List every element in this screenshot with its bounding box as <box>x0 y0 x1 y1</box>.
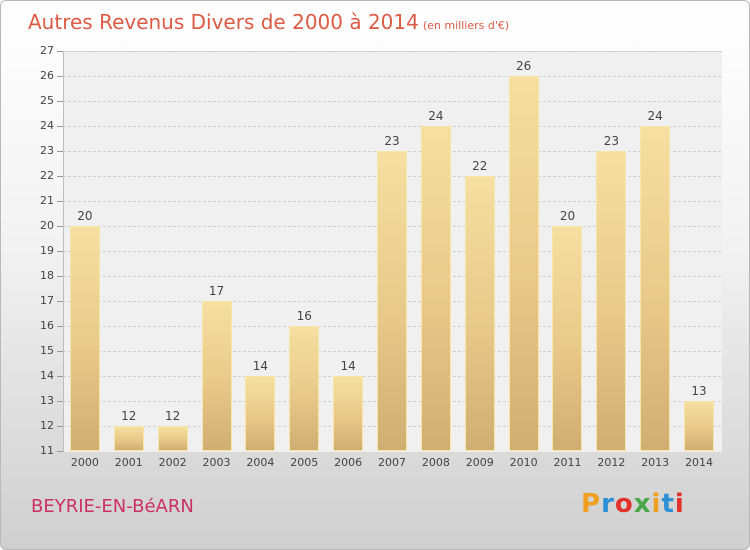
x-tick-label: 2002 <box>158 456 187 469</box>
y-tick-label: 27 <box>40 44 54 57</box>
y-tick-label: 12 <box>40 419 54 432</box>
bar-2009 <box>464 176 495 451</box>
bar-2004 <box>245 376 276 451</box>
bar-2001 <box>113 426 144 451</box>
y-tick-label: 15 <box>40 344 54 357</box>
bar-2007 <box>377 151 407 451</box>
data-label-2002: 12 <box>165 409 181 423</box>
bar-2013 <box>640 126 671 451</box>
x-tick-label: 2000 <box>70 456 99 469</box>
y-tick-mark <box>57 451 63 452</box>
x-tick-label: 2007 <box>378 456 406 469</box>
data-label-2011: 20 <box>559 209 576 223</box>
chart-title: Autres Revenus Divers de 2000 à 2014 (en … <box>28 10 509 34</box>
data-label-2012: 23 <box>603 134 619 148</box>
data-label-2014: 13 <box>691 384 707 398</box>
bar-2006 <box>333 376 364 451</box>
x-tick-label: 2009 <box>465 456 494 469</box>
y-tick-mark <box>57 376 63 377</box>
bar-2011 <box>552 226 583 451</box>
x-tick-label: 2012 <box>597 456 626 469</box>
data-label-2007: 23 <box>384 134 400 148</box>
data-label-2008: 24 <box>428 109 444 123</box>
bar-2008 <box>420 126 451 451</box>
bar-2012 <box>596 151 627 451</box>
y-tick-mark <box>57 326 63 327</box>
data-label-2013: 24 <box>647 109 663 123</box>
y-tick-mark <box>57 101 63 102</box>
data-label-2004: 14 <box>252 359 269 373</box>
x-tick-label: 2004 <box>246 456 275 469</box>
chart-title-text: Autres Revenus Divers de 2000 à 2014 <box>28 10 419 34</box>
y-tick-label: 20 <box>40 219 54 232</box>
bar-2002 <box>157 426 188 451</box>
data-label-2003: 17 <box>208 284 225 298</box>
y-tick-mark <box>57 226 63 227</box>
data-label-2001: 12 <box>121 409 137 423</box>
y-tick-mark <box>57 151 63 152</box>
y-tick-label: 11 <box>40 444 54 457</box>
data-label-2000: 20 <box>77 209 93 223</box>
y-tick-label: 26 <box>40 69 54 82</box>
y-tick-mark <box>57 126 63 127</box>
bar-2005 <box>289 326 320 451</box>
y-tick-label: 19 <box>40 244 54 257</box>
y-tick-label: 23 <box>40 144 54 157</box>
y-tick-mark <box>57 401 63 402</box>
data-label-2006: 14 <box>340 359 356 373</box>
y-tick-mark <box>57 351 63 352</box>
y-tick-mark <box>57 276 63 277</box>
x-tick-label: 2010 <box>509 456 538 469</box>
proxiti-logo: Proxiti <box>581 489 685 519</box>
y-tick-mark <box>57 301 63 302</box>
x-tick-label: 2005 <box>290 456 319 469</box>
data-label-2009: 22 <box>472 159 488 173</box>
data-label-2005: 16 <box>296 309 312 323</box>
x-tick-label: 2014 <box>685 456 714 469</box>
y-tick-mark <box>57 251 63 252</box>
gridline <box>63 51 721 52</box>
y-tick-mark <box>57 176 63 177</box>
y-tick-mark <box>57 51 63 52</box>
y-tick-label: 25 <box>40 94 54 107</box>
gridline <box>63 101 721 102</box>
data-label-2010: 26 <box>515 59 532 73</box>
gridline <box>63 126 721 127</box>
y-tick-label: 13 <box>40 394 54 407</box>
x-tick-label: 2003 <box>202 456 231 469</box>
bar-2003 <box>201 301 232 451</box>
y-tick-label: 24 <box>40 119 54 132</box>
y-tick-label: 22 <box>40 169 54 182</box>
x-tick-label: 2006 <box>334 456 363 469</box>
y-tick-label: 18 <box>40 269 54 282</box>
bar-2014 <box>684 401 715 451</box>
y-tick-mark <box>57 426 63 427</box>
y-tick-label: 21 <box>40 194 54 207</box>
bar-2010 <box>508 76 539 451</box>
y-tick-label: 14 <box>40 369 54 382</box>
x-tick-label: 2001 <box>114 456 143 469</box>
gridline <box>63 76 721 77</box>
y-tick-mark <box>57 201 63 202</box>
x-tick-label: 2008 <box>421 456 450 469</box>
chart-unit: (en milliers d'€) <box>422 19 510 32</box>
x-tick-label: 2013 <box>641 456 670 469</box>
location-label: BEYRIE-EN-BéARN <box>31 496 194 517</box>
y-tick-label: 17 <box>40 294 54 307</box>
y-tick-label: 16 <box>40 319 54 332</box>
y-tick-mark <box>57 76 63 77</box>
bar-2000 <box>69 226 100 451</box>
x-tick-label: 2011 <box>553 456 582 469</box>
